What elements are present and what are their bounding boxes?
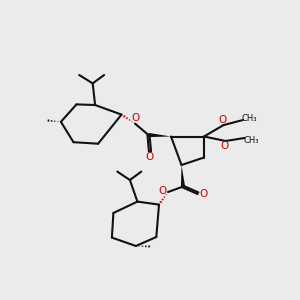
Text: O: O [220, 141, 228, 152]
Polygon shape [181, 165, 185, 187]
Polygon shape [148, 133, 171, 137]
Text: O: O [199, 189, 208, 199]
Text: O: O [158, 186, 167, 196]
Text: O: O [145, 152, 153, 162]
Text: O: O [132, 113, 140, 123]
Text: CH₃: CH₃ [243, 136, 259, 145]
Text: O: O [218, 115, 227, 125]
Text: CH₃: CH₃ [242, 114, 257, 123]
